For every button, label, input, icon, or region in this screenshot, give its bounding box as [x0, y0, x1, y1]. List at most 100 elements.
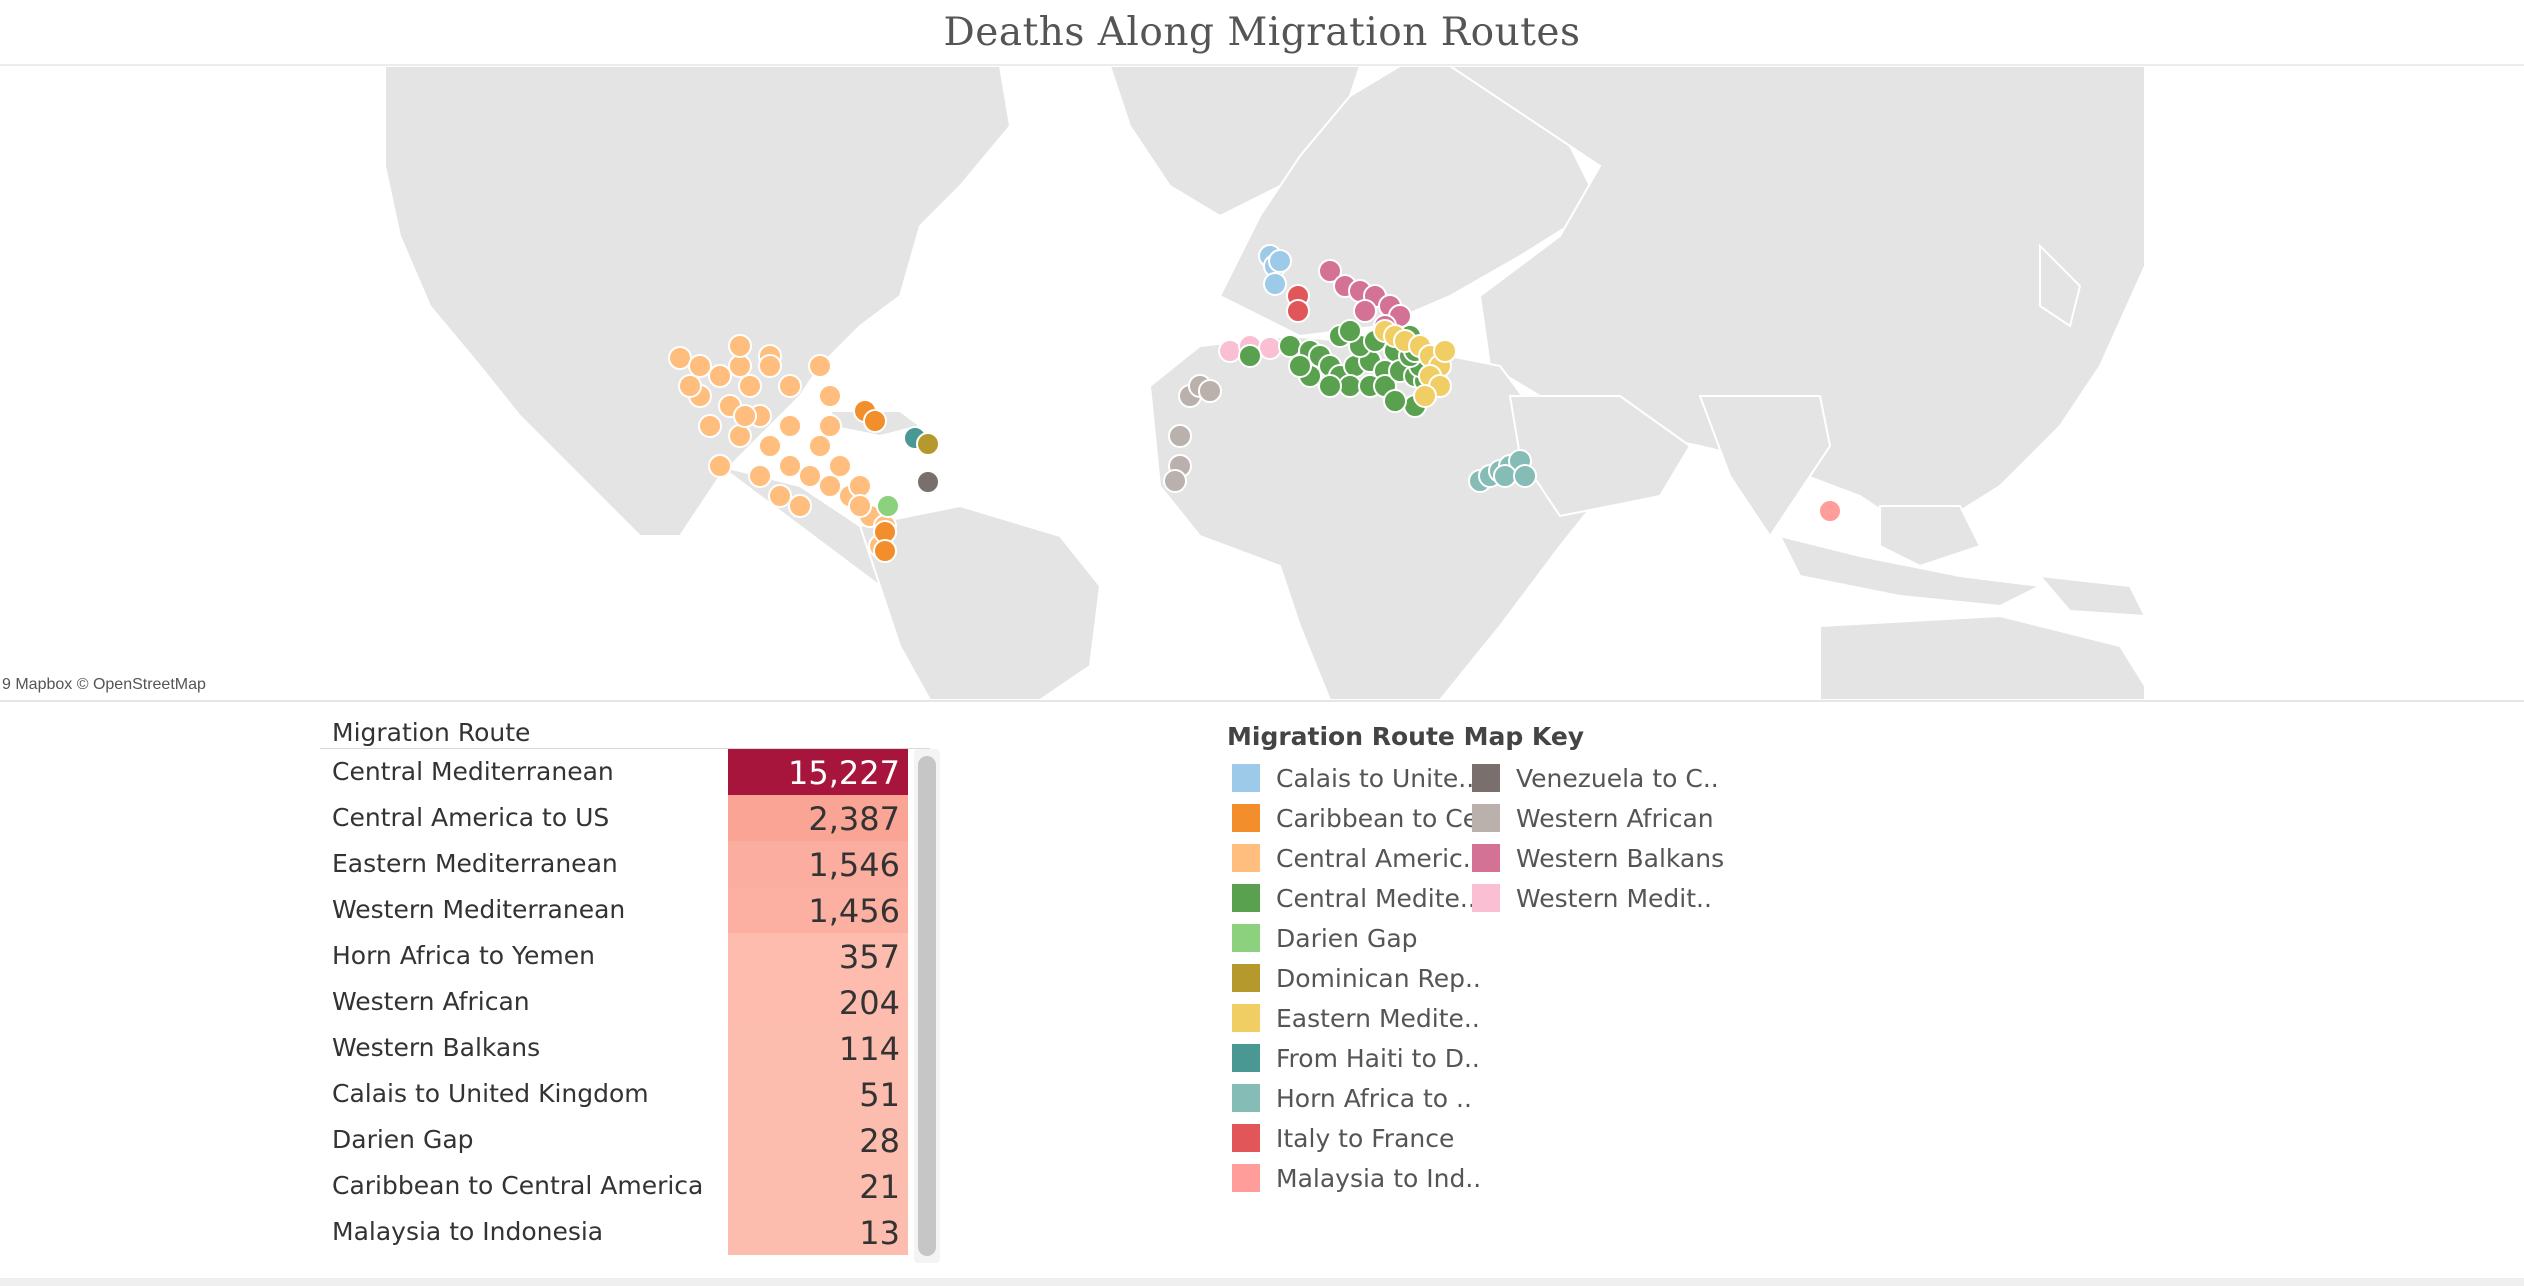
death-point-marker[interactable] — [728, 424, 752, 448]
deaths-cell[interactable]: 114 — [728, 1025, 908, 1071]
death-point-marker[interactable] — [848, 474, 872, 498]
death-point-marker[interactable] — [1288, 354, 1312, 378]
legend-item[interactable]: Caribbean to Ce.. — [1232, 802, 1494, 834]
death-point-marker[interactable] — [778, 454, 802, 478]
table-row[interactable]: Darien Gap 28 — [320, 1117, 940, 1163]
death-point-marker[interactable] — [678, 374, 702, 398]
death-point-marker[interactable] — [748, 464, 772, 488]
death-point-marker[interactable] — [768, 484, 792, 508]
death-point-marker[interactable] — [1168, 424, 1192, 448]
deaths-cell[interactable]: 1,546 — [728, 841, 908, 887]
table-row[interactable]: Horn Africa to Yemen 357 — [320, 933, 940, 979]
death-point-marker[interactable] — [818, 384, 842, 408]
death-point-marker[interactable] — [828, 454, 852, 478]
death-point-marker[interactable] — [758, 354, 782, 378]
legend-label: Malaysia to Ind.. — [1276, 1163, 1482, 1193]
death-point-marker[interactable] — [708, 364, 732, 388]
death-point-marker[interactable] — [863, 409, 887, 433]
table-row[interactable]: Western Mediterranean 1,456 — [320, 887, 940, 933]
death-point-marker[interactable] — [728, 334, 752, 358]
table-scrollbar-thumb[interactable] — [918, 756, 936, 1256]
table-row[interactable]: Western Balkans 114 — [320, 1025, 940, 1071]
death-point-marker[interactable] — [1413, 384, 1437, 408]
death-point-marker[interactable] — [1278, 334, 1302, 358]
death-point-marker[interactable] — [1258, 336, 1282, 360]
death-point-marker[interactable] — [778, 414, 802, 438]
death-point-marker[interactable] — [916, 432, 940, 456]
death-point-marker[interactable] — [1493, 464, 1517, 488]
table-row[interactable]: Central America to US 2,387 — [320, 795, 940, 841]
death-point-marker[interactable] — [1433, 339, 1457, 363]
legend-item[interactable]: Horn Africa to .. — [1232, 1082, 1472, 1114]
legend-item[interactable]: Eastern Medite.. — [1232, 1002, 1480, 1034]
death-point-marker[interactable] — [1286, 299, 1310, 323]
death-point-marker[interactable] — [1318, 374, 1342, 398]
death-point-marker[interactable] — [1263, 272, 1287, 296]
death-point-marker[interactable] — [1163, 469, 1187, 493]
death-point-marker[interactable] — [728, 354, 752, 378]
death-point-marker[interactable] — [1818, 499, 1842, 523]
deaths-cell[interactable]: 13 — [728, 1209, 908, 1255]
death-point-marker[interactable] — [668, 346, 692, 370]
legend-item[interactable]: Western African — [1472, 802, 1714, 834]
legend-item[interactable]: Calais to Unite.. — [1232, 762, 1474, 794]
deaths-cell[interactable]: 51 — [728, 1071, 908, 1117]
legend-item[interactable]: Italy to France — [1232, 1122, 1454, 1154]
death-point-marker[interactable] — [1198, 379, 1222, 403]
death-point-marker[interactable] — [758, 434, 782, 458]
death-point-marker[interactable] — [1353, 299, 1377, 323]
route-name: Calais to United Kingdom — [332, 1079, 649, 1108]
death-point-marker[interactable] — [818, 474, 842, 498]
death-point-marker[interactable] — [873, 539, 897, 563]
legend-item[interactable]: Venezuela to C.. — [1472, 762, 1719, 794]
death-point-marker[interactable] — [1318, 259, 1342, 283]
death-point-marker[interactable] — [708, 454, 732, 478]
legend-item[interactable]: Malaysia to Ind.. — [1232, 1162, 1481, 1194]
world-map[interactable]: 9 Mapbox © OpenStreetMap — [0, 66, 2524, 700]
death-point-marker[interactable] — [788, 494, 812, 518]
death-point-marker[interactable] — [1338, 319, 1362, 343]
india-land — [1698, 395, 1832, 538]
legend-item[interactable]: Central Americ.. — [1232, 842, 1479, 874]
deaths-cell[interactable]: 1,456 — [728, 887, 908, 933]
table-row[interactable]: Malaysia to Indonesia 13 — [320, 1209, 940, 1255]
death-point-marker[interactable] — [698, 414, 722, 438]
deaths-cell[interactable]: 15,227 — [728, 749, 908, 795]
death-point-marker[interactable] — [778, 374, 802, 398]
legend-item[interactable]: Western Medit.. — [1472, 882, 1712, 914]
death-point-marker[interactable] — [848, 494, 872, 518]
death-point-marker[interactable] — [688, 354, 712, 378]
deaths-cell[interactable]: 357 — [728, 933, 908, 979]
death-point-marker[interactable] — [798, 464, 822, 488]
death-point-marker[interactable] — [808, 434, 832, 458]
death-point-marker[interactable] — [1268, 249, 1292, 273]
legend-item[interactable]: Central Medite.. — [1232, 882, 1476, 914]
table-row[interactable]: Western African 204 — [320, 979, 940, 1025]
table-row[interactable]: Calais to United Kingdom 51 — [320, 1071, 940, 1117]
deaths-cell[interactable]: 28 — [728, 1117, 908, 1163]
table-row[interactable]: Caribbean to Central America 21 — [320, 1163, 940, 1209]
deaths-cell[interactable]: 2,387 — [728, 795, 908, 841]
deaths-cell[interactable]: 204 — [728, 979, 908, 1025]
legend-item[interactable]: Darien Gap — [1232, 922, 1418, 954]
legend-item[interactable]: From Haiti to D.. — [1232, 1042, 1480, 1074]
table-row[interactable]: Central Mediterranean 15,227 — [320, 749, 940, 795]
route-name: Central America to US — [332, 803, 610, 832]
map-attribution[interactable]: 9 Mapbox © OpenStreetMap — [2, 676, 206, 693]
death-point-marker[interactable] — [1218, 339, 1242, 363]
death-point-marker[interactable] — [808, 354, 832, 378]
death-point-marker[interactable] — [738, 374, 762, 398]
death-point-marker[interactable] — [1338, 374, 1362, 398]
death-point-marker[interactable] — [1383, 389, 1407, 413]
death-point-marker[interactable] — [1513, 464, 1537, 488]
table-row[interactable]: Eastern Mediterranean 1,546 — [320, 841, 940, 887]
death-point-marker[interactable] — [916, 470, 940, 494]
death-point-marker[interactable] — [1238, 344, 1262, 368]
death-point-marker[interactable] — [876, 494, 900, 518]
legend-item[interactable]: Western Balkans — [1472, 842, 1724, 874]
legend-item[interactable]: Dominican Rep.. — [1232, 962, 1481, 994]
death-point-marker[interactable] — [818, 414, 842, 438]
deaths-cell[interactable]: 21 — [728, 1163, 908, 1209]
map-canvas[interactable] — [0, 66, 2524, 700]
death-point-marker[interactable] — [733, 404, 757, 428]
